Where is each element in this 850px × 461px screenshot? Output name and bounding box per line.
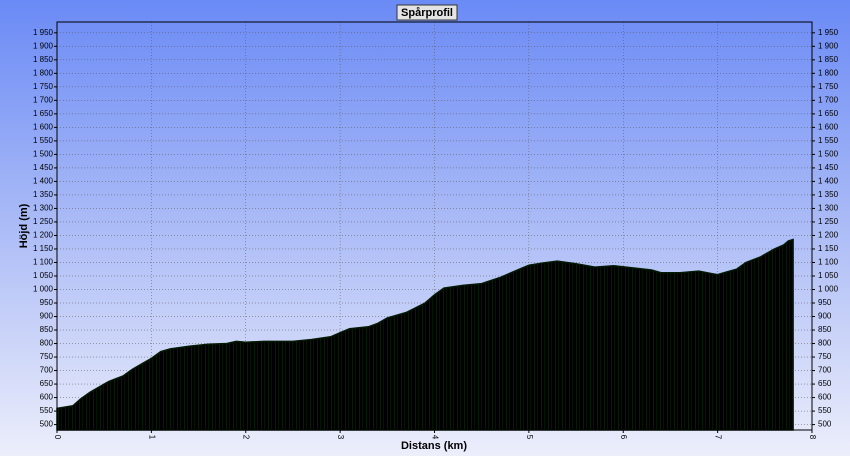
y2-tick-label: 1 300 [818,204,839,213]
x-tick-label: 2 [242,435,251,440]
y2-tick-label: 950 [818,298,832,307]
y2-tick-label: 500 [818,420,832,429]
y-tick-label: 500 [40,420,54,429]
y2-tick-label: 550 [818,406,832,415]
y-tick-label: 1 800 [33,68,54,77]
x-tick-label: 5 [525,435,534,440]
x-tick-label: 3 [336,435,345,440]
y-tick-label: 1 100 [33,258,54,267]
y2-tick-label: 1 150 [818,244,839,253]
y-tick-label: 1 050 [33,271,54,280]
chart-title: Spårprofil [401,7,453,19]
y-tick-label: 1 000 [33,285,54,294]
y2-tick-label: 1 100 [818,258,839,267]
y2-tick-label: 1 750 [818,82,839,91]
y2-tick-label: 1 350 [818,190,839,199]
y2-tick-label: 1 650 [818,109,839,118]
y-tick-label: 1 550 [33,136,54,145]
y2-tick-label: 600 [818,393,832,402]
y-tick-label: 1 950 [33,28,54,37]
y2-tick-label: 1 900 [818,41,839,50]
y-tick-label: 1 350 [33,190,54,199]
y-tick-label: 800 [40,339,54,348]
y-tick-label: 1 650 [33,109,54,118]
y-tick-label: 1 750 [33,82,54,91]
y-tick-label: 1 450 [33,163,54,172]
y-tick-label: 700 [40,366,54,375]
title-box [396,4,458,21]
y2-tick-label: 1 550 [818,136,839,145]
y-tick-label: 1 850 [33,55,54,64]
y-axis-label: Höjd (m) [18,203,30,248]
x-tick-label: 6 [619,435,628,440]
y2-tick-label: 700 [818,366,832,375]
y-tick-label: 650 [40,379,54,388]
y-tick-label: 900 [40,312,54,321]
y2-tick-label: 1 850 [818,55,839,64]
y-tick-label: 600 [40,393,54,402]
y-tick-label: 1 900 [33,41,54,50]
x-tick-label: 4 [430,435,439,440]
plot-frame [56,21,813,431]
y-tick-label: 1 600 [33,122,54,131]
y2-tick-label: 900 [818,312,832,321]
x-tick-label: 8 [808,435,817,440]
y2-tick-label: 1 000 [818,285,839,294]
y2-tick-label: 750 [818,352,832,361]
y2-tick-label: 1 250 [818,217,839,226]
y-tick-label: 1 700 [33,95,54,104]
y-tick-label: 550 [40,406,54,415]
y2-tick-label: 1 200 [818,231,839,240]
x-tick-label: 1 [147,435,156,440]
y2-tick-label: 1 600 [818,122,839,131]
y2-tick-label: 1 800 [818,68,839,77]
x-tick-label: 7 [714,435,723,440]
x-tick-label: 0 [53,435,62,440]
y2-tick-label: 1 700 [818,95,839,104]
area-group [56,238,794,431]
y2-tick-label: 1 050 [818,271,839,280]
y2-tick-label: 1 950 [818,28,839,37]
y-tick-label: 1 300 [33,204,54,213]
y-tick-label: 750 [40,352,54,361]
y2-tick-label: 800 [818,339,832,348]
y-tick-label: 950 [40,298,54,307]
y-tick-label: 850 [40,325,54,334]
y2-tick-label: 1 400 [818,177,839,186]
y2-tick-label: 1 500 [818,150,839,159]
y-tick-label: 1 250 [33,217,54,226]
y2-tick-label: 850 [818,325,832,334]
y-tick-label: 1 150 [33,244,54,253]
elevation-area [56,238,794,431]
y2-tick-label: 650 [818,379,832,388]
y-tick-label: 1 500 [33,150,54,159]
y-tick-label: 1 400 [33,177,54,186]
x-axis-label: Distans (km) [401,440,467,452]
y2-tick-label: 1 450 [818,163,839,172]
y-tick-label: 1 200 [33,231,54,240]
